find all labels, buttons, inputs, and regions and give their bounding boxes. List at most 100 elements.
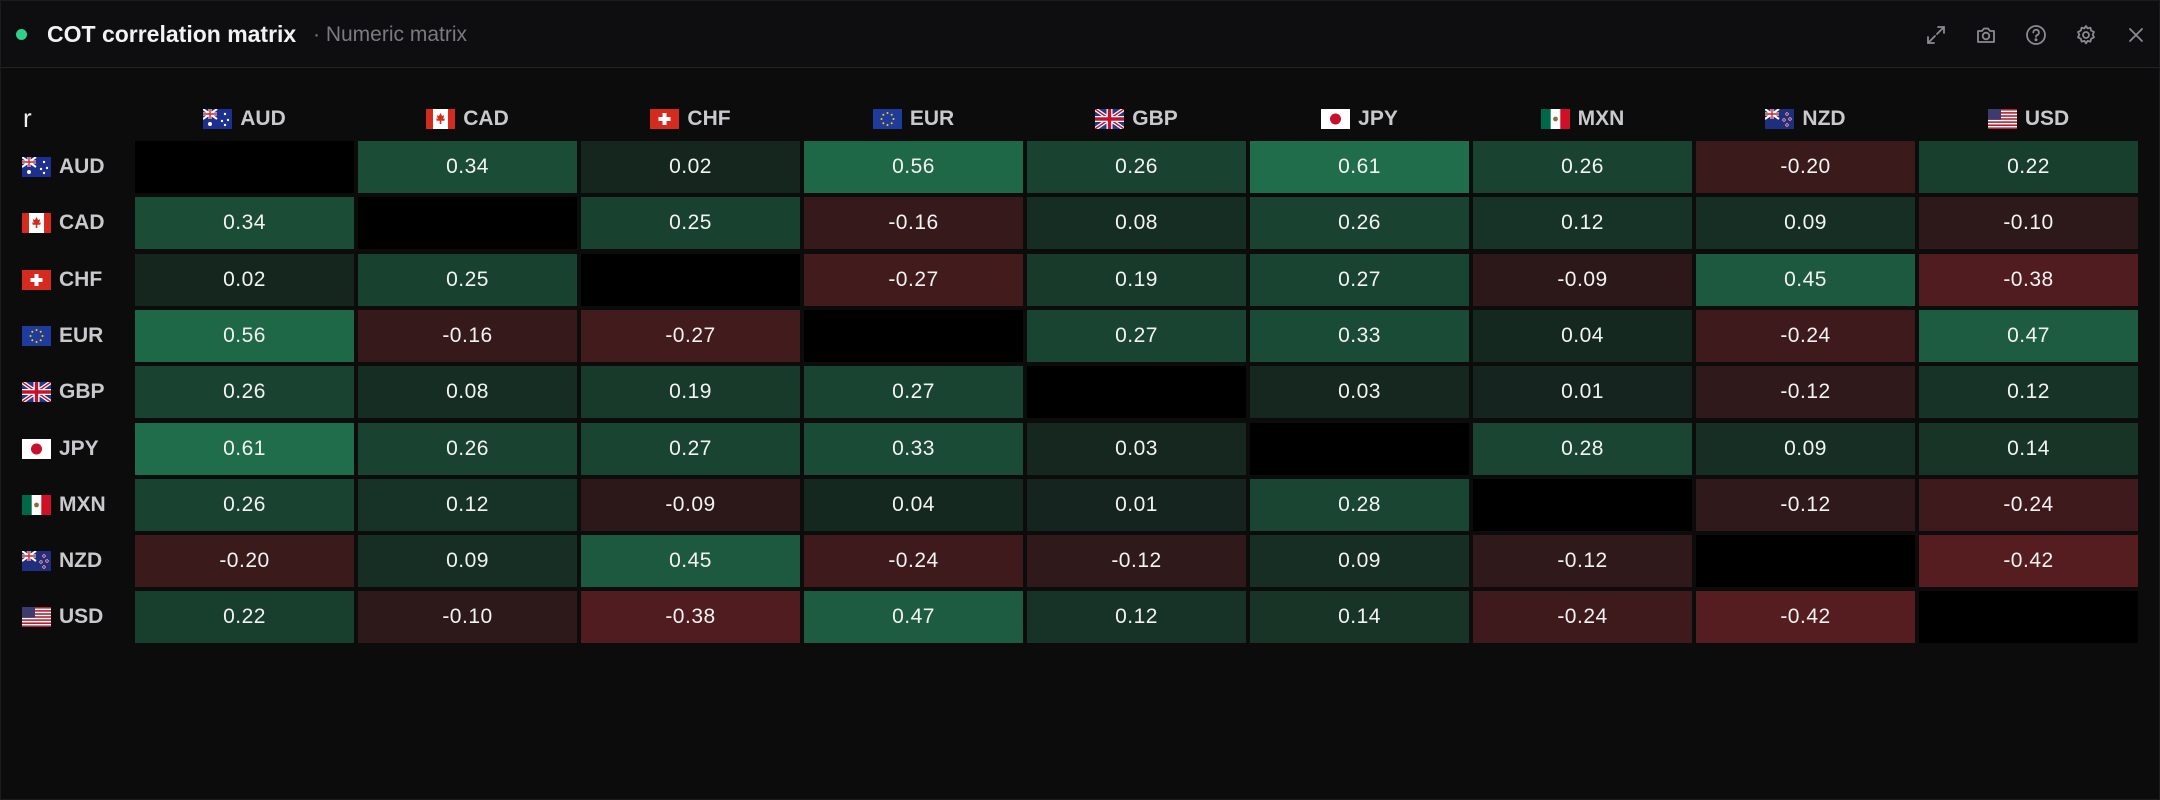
matrix-cell-gbp-jpy[interactable]: 0.03 bbox=[1250, 366, 1469, 419]
matrix-cell-aud-cad[interactable]: 0.34 bbox=[358, 141, 577, 193]
matrix-cell-aud-aud[interactable] bbox=[135, 141, 354, 193]
matrix-cell-chf-gbp[interactable]: 0.19 bbox=[1027, 253, 1246, 306]
matrix-cell-mxn-nzd[interactable]: -0.12 bbox=[1696, 478, 1915, 531]
matrix-cell-nzd-chf[interactable]: 0.45 bbox=[581, 535, 800, 588]
matrix-cell-jpy-cad[interactable]: 0.26 bbox=[358, 422, 577, 475]
matrix-cell-cad-cad[interactable] bbox=[358, 197, 577, 250]
matrix-cell-usd-chf[interactable]: -0.38 bbox=[581, 591, 800, 644]
col-header-label: NZD bbox=[1802, 107, 1846, 130]
row-header-jpy: JPY bbox=[22, 434, 99, 464]
matrix-cell-aud-jpy[interactable]: 0.61 bbox=[1250, 141, 1469, 193]
matrix-cell-usd-cad[interactable]: -0.10 bbox=[358, 591, 577, 644]
matrix-cell-mxn-aud[interactable]: 0.26 bbox=[135, 478, 354, 531]
matrix-cell-eur-usd[interactable]: 0.47 bbox=[1919, 309, 2138, 362]
matrix-cell-mxn-jpy[interactable]: 0.28 bbox=[1250, 478, 1469, 531]
matrix-cell-usd-jpy[interactable]: 0.14 bbox=[1250, 591, 1469, 644]
matrix-cell-gbp-mxn[interactable]: 0.01 bbox=[1473, 366, 1692, 419]
matrix-cell-mxn-eur[interactable]: 0.04 bbox=[804, 478, 1023, 531]
matrix-cell-nzd-usd[interactable]: -0.42 bbox=[1919, 535, 2138, 588]
matrix-cell-cad-mxn[interactable]: 0.12 bbox=[1473, 197, 1692, 250]
matrix-cell-mxn-gbp[interactable]: 0.01 bbox=[1027, 478, 1246, 531]
matrix-cell-gbp-eur[interactable]: 0.27 bbox=[804, 366, 1023, 419]
matrix-cell-aud-usd[interactable]: 0.22 bbox=[1919, 141, 2138, 193]
matrix-cell-chf-aud[interactable]: 0.02 bbox=[135, 253, 354, 306]
flag-ch-icon bbox=[22, 269, 51, 290]
expand-icon[interactable] bbox=[1921, 20, 1951, 50]
flag-jp-icon bbox=[1321, 109, 1351, 129]
matrix-cell-gbp-usd[interactable]: 0.12 bbox=[1919, 366, 2138, 419]
matrix-cell-jpy-jpy[interactable] bbox=[1250, 422, 1469, 475]
matrix-cell-jpy-usd[interactable]: 0.14 bbox=[1919, 422, 2138, 475]
matrix-cell-usd-nzd[interactable]: -0.42 bbox=[1696, 591, 1915, 644]
panel-header: COT correlation matrix · Numeric matrix bbox=[1, 1, 2159, 68]
col-header-jpy: JPY bbox=[1250, 104, 1469, 134]
matrix-cell-cad-nzd[interactable]: 0.09 bbox=[1696, 197, 1915, 250]
matrix-cell-aud-mxn[interactable]: 0.26 bbox=[1473, 141, 1692, 193]
matrix-cell-chf-cad[interactable]: 0.25 bbox=[358, 253, 577, 306]
settings-icon[interactable] bbox=[2071, 20, 2101, 50]
matrix-cell-mxn-cad[interactable]: 0.12 bbox=[358, 478, 577, 531]
col-header-label: JPY bbox=[1358, 107, 1398, 130]
panel-title: COT correlation matrix bbox=[47, 21, 297, 47]
camera-icon[interactable] bbox=[1971, 20, 2001, 50]
matrix-cell-mxn-mxn[interactable] bbox=[1473, 478, 1692, 531]
matrix-cell-cad-jpy[interactable]: 0.26 bbox=[1250, 197, 1469, 250]
help-icon[interactable] bbox=[2021, 20, 2051, 50]
matrix-cell-eur-gbp[interactable]: 0.27 bbox=[1027, 309, 1246, 362]
matrix-cell-nzd-cad[interactable]: 0.09 bbox=[358, 535, 577, 588]
matrix-cell-usd-mxn[interactable]: -0.24 bbox=[1473, 591, 1692, 644]
matrix-cell-jpy-gbp[interactable]: 0.03 bbox=[1027, 422, 1246, 475]
matrix-cell-gbp-nzd[interactable]: -0.12 bbox=[1696, 366, 1915, 419]
matrix-cell-jpy-nzd[interactable]: 0.09 bbox=[1696, 422, 1915, 475]
matrix-cell-nzd-nzd[interactable] bbox=[1696, 535, 1915, 588]
matrix-cell-jpy-mxn[interactable]: 0.28 bbox=[1473, 422, 1692, 475]
row-header-label: CHF bbox=[59, 267, 103, 291]
matrix-cell-usd-eur[interactable]: 0.47 bbox=[804, 591, 1023, 644]
matrix-cell-nzd-mxn[interactable]: -0.12 bbox=[1473, 535, 1692, 588]
matrix-cell-chf-jpy[interactable]: 0.27 bbox=[1250, 253, 1469, 306]
col-header-label: AUD bbox=[240, 107, 286, 130]
matrix-cell-aud-nzd[interactable]: -0.20 bbox=[1696, 141, 1915, 193]
matrix-cell-cad-gbp[interactable]: 0.08 bbox=[1027, 197, 1246, 250]
matrix-cell-chf-usd[interactable]: -0.38 bbox=[1919, 253, 2138, 306]
matrix-cell-eur-mxn[interactable]: 0.04 bbox=[1473, 309, 1692, 362]
row-header-cad: CAD bbox=[22, 208, 105, 238]
matrix-cell-aud-gbp[interactable]: 0.26 bbox=[1027, 141, 1246, 193]
matrix-cell-gbp-cad[interactable]: 0.08 bbox=[358, 366, 577, 419]
matrix-cell-chf-chf[interactable] bbox=[581, 253, 800, 306]
matrix-cell-cad-usd[interactable]: -0.10 bbox=[1919, 197, 2138, 250]
matrix-cell-eur-jpy[interactable]: 0.33 bbox=[1250, 309, 1469, 362]
matrix-cell-jpy-eur[interactable]: 0.33 bbox=[804, 422, 1023, 475]
matrix-cell-jpy-aud[interactable]: 0.61 bbox=[135, 422, 354, 475]
matrix-cell-eur-eur[interactable] bbox=[804, 309, 1023, 362]
matrix-cell-nzd-jpy[interactable]: 0.09 bbox=[1250, 535, 1469, 588]
matrix-cell-jpy-chf[interactable]: 0.27 bbox=[581, 422, 800, 475]
matrix-cell-eur-aud[interactable]: 0.56 bbox=[135, 309, 354, 362]
matrix-cell-gbp-aud[interactable]: 0.26 bbox=[135, 366, 354, 419]
close-icon[interactable] bbox=[2121, 20, 2151, 50]
matrix-cell-usd-aud[interactable]: 0.22 bbox=[135, 591, 354, 644]
matrix-cell-nzd-aud[interactable]: -0.20 bbox=[135, 535, 354, 588]
matrix-cell-eur-chf[interactable]: -0.27 bbox=[581, 309, 800, 362]
matrix-cell-usd-usd[interactable] bbox=[1919, 591, 2138, 644]
col-header-usd: USD bbox=[1919, 104, 2138, 134]
matrix-cell-cad-chf[interactable]: 0.25 bbox=[581, 197, 800, 250]
matrix-cell-eur-nzd[interactable]: -0.24 bbox=[1696, 309, 1915, 362]
matrix-cell-gbp-chf[interactable]: 0.19 bbox=[581, 366, 800, 419]
matrix-cell-eur-cad[interactable]: -0.16 bbox=[358, 309, 577, 362]
matrix-cell-chf-nzd[interactable]: 0.45 bbox=[1696, 253, 1915, 306]
matrix-cell-nzd-gbp[interactable]: -0.12 bbox=[1027, 535, 1246, 588]
matrix-cell-aud-eur[interactable]: 0.56 bbox=[804, 141, 1023, 193]
matrix-cell-usd-gbp[interactable]: 0.12 bbox=[1027, 591, 1246, 644]
matrix-cell-mxn-usd[interactable]: -0.24 bbox=[1919, 478, 2138, 531]
matrix-cell-chf-eur[interactable]: -0.27 bbox=[804, 253, 1023, 306]
corner-label: r bbox=[23, 103, 32, 133]
matrix-cell-chf-mxn[interactable]: -0.09 bbox=[1473, 253, 1692, 306]
matrix-cell-gbp-gbp[interactable] bbox=[1027, 366, 1246, 419]
matrix-cell-nzd-eur[interactable]: -0.24 bbox=[804, 535, 1023, 588]
matrix-cell-mxn-chf[interactable]: -0.09 bbox=[581, 478, 800, 531]
matrix-cell-cad-aud[interactable]: 0.34 bbox=[135, 197, 354, 250]
matrix-cell-cad-eur[interactable]: -0.16 bbox=[804, 197, 1023, 250]
matrix-cell-aud-chf[interactable]: 0.02 bbox=[581, 141, 800, 193]
col-header-label: CAD bbox=[463, 107, 509, 130]
